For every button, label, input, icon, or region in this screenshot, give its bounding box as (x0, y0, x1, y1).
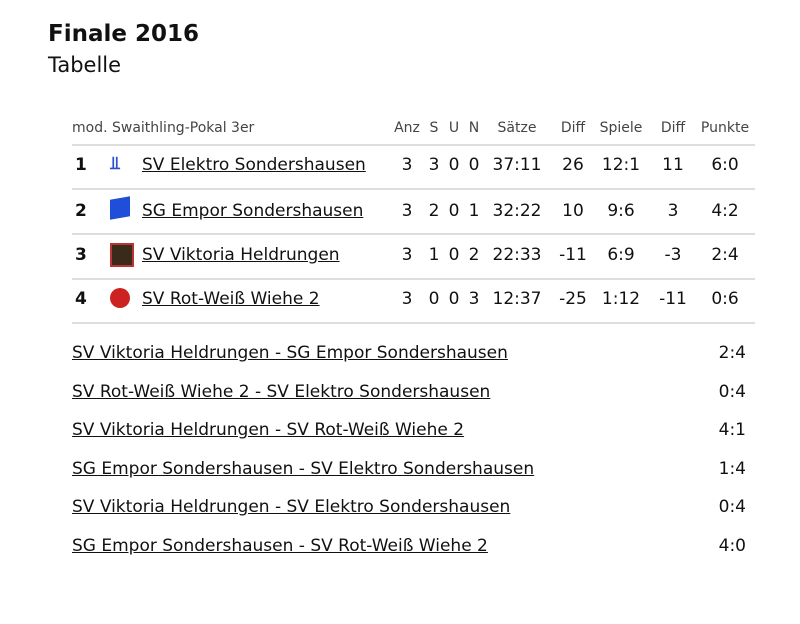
table-cell: 0:6 (711, 289, 739, 309)
table-cell: 2 (468, 245, 480, 265)
table-cell: 1:12 (601, 289, 641, 309)
table-cell: 3 (428, 155, 440, 175)
row-separator (72, 233, 755, 235)
team-link[interactable]: SV Elektro Sondershausen (142, 155, 366, 175)
table-cell: 10 (562, 201, 584, 221)
page-subtitle: Tabelle (48, 53, 122, 77)
match-result: 4:0 (718, 536, 746, 556)
column-header: Spiele (599, 120, 643, 136)
table-cell: 3 (401, 289, 413, 309)
team-link[interactable]: SV Rot-Weiß Wiehe 2 (142, 289, 320, 309)
rank: 3 (75, 245, 87, 265)
match-result: 0:4 (718, 497, 746, 518)
table-cell: 6:0 (711, 155, 739, 175)
team-logo (110, 196, 130, 220)
table-cell: 3 (667, 201, 679, 221)
table-cell: 3 (401, 201, 413, 221)
column-header: Diff (560, 120, 586, 136)
match-link[interactable]: SG Empor Sondershausen - SV Elektro Sond… (72, 458, 535, 479)
table-cell: 12:1 (601, 155, 641, 175)
match-link[interactable]: SG Empor Sondershausen - SV Rot-Weiß Wie… (72, 536, 488, 556)
team-link[interactable]: SG Empor Sondershausen (142, 201, 364, 221)
row-separator (72, 188, 755, 190)
column-header: Sätze (497, 120, 537, 136)
team-logo (110, 288, 130, 308)
match-link[interactable]: SV Rot-Weiß Wiehe 2 - SV Elektro Sonders… (72, 381, 491, 402)
table-cell: 1 (428, 245, 440, 265)
row-separator (72, 278, 755, 280)
column-header: Anz (394, 120, 420, 136)
rank: 2 (75, 201, 87, 221)
column-header: Punkte (700, 120, 750, 136)
table-cell: 11 (662, 155, 684, 175)
table-cell: 26 (562, 155, 584, 175)
column-header: N (468, 120, 480, 136)
table-cell: -3 (664, 245, 682, 265)
table-cell: 0 (468, 155, 480, 175)
table-cell: 3 (401, 155, 413, 175)
table-cell: 6:9 (607, 245, 635, 265)
match-link[interactable]: SV Viktoria Heldrungen - SV Elektro Sond… (72, 497, 511, 518)
rank: 4 (75, 289, 87, 309)
table-cell: 3 (401, 245, 413, 265)
table-cell: -25 (559, 289, 587, 309)
table-cell: -11 (559, 245, 587, 265)
team-logo (110, 243, 134, 267)
table-cell: 32:22 (492, 201, 542, 221)
table-cell: 0 (448, 201, 460, 221)
row-separator (72, 144, 755, 146)
page-title: Finale 2016 (48, 21, 199, 47)
column-header: S (429, 120, 439, 136)
rank: 1 (75, 155, 87, 175)
column-header: U (448, 120, 460, 136)
team-link[interactable]: SV Viktoria Heldrungen (142, 245, 340, 265)
table-cell: 0 (428, 289, 440, 309)
table-cell: 4:2 (711, 201, 739, 221)
table-cell: 0 (448, 155, 460, 175)
table-cell: 0 (448, 245, 460, 265)
table-caption: mod. Swaithling-Pokal 3er (72, 120, 255, 136)
match-result: 2:4 (718, 343, 746, 363)
match-result: 1:4 (718, 458, 746, 479)
table-cell: 9:6 (607, 201, 635, 221)
table-cell: 2:4 (711, 245, 739, 265)
match-link[interactable]: SV Viktoria Heldrungen - SG Empor Sonder… (72, 343, 508, 363)
match-result: 0:4 (718, 381, 746, 402)
match-result: 4:1 (718, 420, 746, 441)
row-separator (72, 322, 755, 324)
table-cell: 1 (468, 201, 480, 221)
table-cell: 2 (428, 201, 440, 221)
table-cell: 3 (468, 289, 480, 309)
table-cell: 22:33 (492, 245, 542, 265)
table-cell: -11 (659, 289, 687, 309)
column-header: Diff (660, 120, 686, 136)
team-logo: ⫫ (110, 153, 121, 174)
match-link[interactable]: SV Viktoria Heldrungen - SV Rot-Weiß Wie… (72, 420, 465, 441)
table-cell: 0 (448, 289, 460, 309)
table-cell: 37:11 (492, 155, 542, 175)
table-cell: 12:37 (492, 289, 542, 309)
